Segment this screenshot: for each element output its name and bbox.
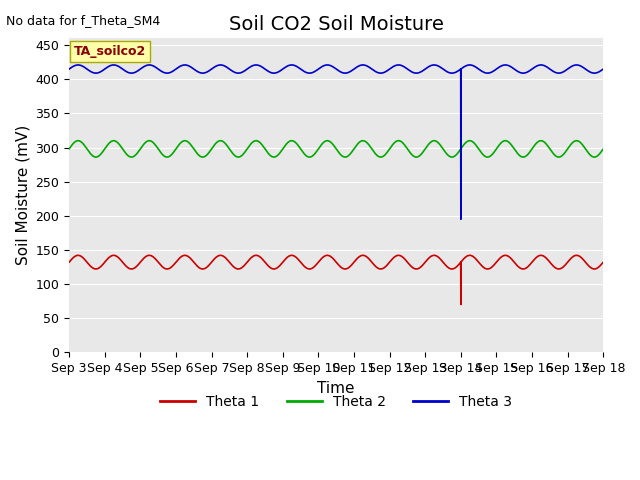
Y-axis label: Soil Moisture (mV): Soil Moisture (mV) [15,125,30,265]
Line: Theta 3: Theta 3 [69,65,604,219]
Theta 3 [259,65,267,71]
Theta 3 [415,70,423,75]
Theta 3 [189,66,197,72]
Theta 3 [65,66,73,72]
Title: Soil CO2 Soil Moisture: Soil CO2 Soil Moisture [228,15,444,34]
Text: No data for f_Theta_SM4: No data for f_Theta_SM4 [6,14,161,27]
Theta 2 [189,145,197,151]
Theta 2 [259,143,267,149]
Theta 1 [415,265,423,271]
Theta 3 [74,62,82,68]
Theta 1 [74,252,82,258]
Theta 3 [444,69,452,75]
Theta 1 [259,257,267,263]
Theta 2 [444,152,452,158]
Theta 1 [457,301,465,307]
Theta 3 [380,70,387,75]
Theta 2 [600,146,607,152]
Line: Theta 2: Theta 2 [69,141,604,219]
X-axis label: Time: Time [317,381,355,396]
Theta 2 [74,138,82,144]
Theta 1 [380,265,387,271]
Theta 1 [65,259,73,265]
Theta 2 [415,153,423,159]
Theta 1 [500,253,508,259]
Theta 1 [189,259,197,264]
Theta 2 [457,216,465,222]
Theta 1 [444,264,452,270]
Theta 3 [600,66,607,72]
Theta 1 [600,259,607,265]
Theta 3 [457,216,465,222]
Theta 2 [500,138,508,144]
Legend: Theta 1, Theta 2, Theta 3: Theta 1, Theta 2, Theta 3 [154,389,518,414]
Theta 2 [380,153,387,159]
Theta 3 [500,62,508,68]
Theta 2 [65,146,73,152]
Text: TA_soilco2: TA_soilco2 [74,45,146,58]
Line: Theta 1: Theta 1 [69,255,604,304]
